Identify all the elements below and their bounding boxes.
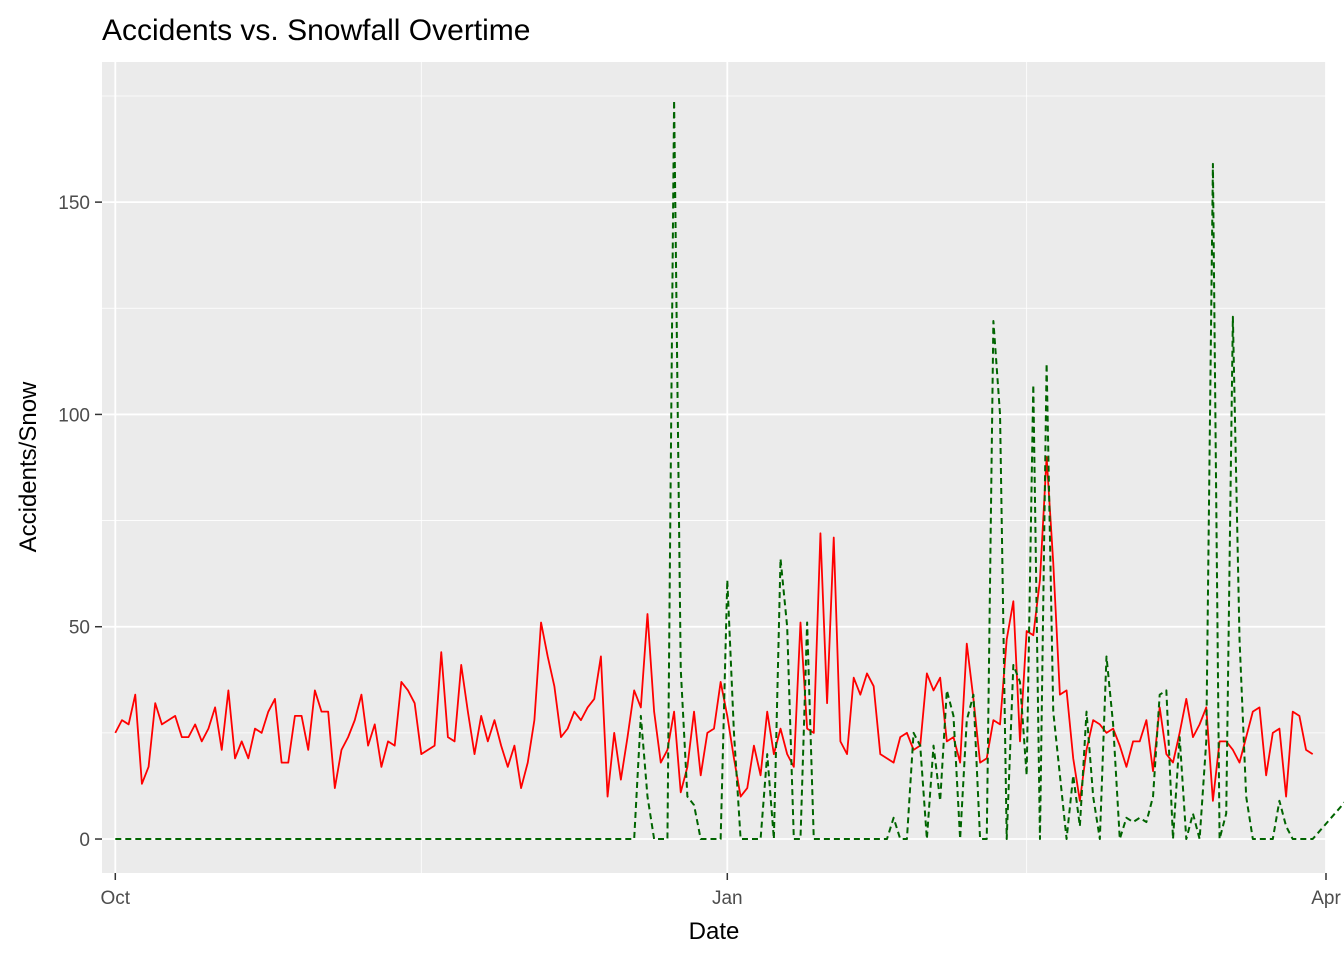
x-tick-label: Jan [712,888,743,909]
y-tick-label: 50 [69,618,90,639]
snowfall-line [115,99,1344,841]
y-axis: 0 50 100 150 [58,193,102,851]
series-layer [114,99,1344,841]
plot-panel [102,62,1326,873]
x-tick-label: Apr [1311,888,1341,909]
x-tick-label: Oct [101,888,131,909]
minor-gridlines [102,62,1326,873]
x-axis-title: Date [689,918,740,945]
y-tick-label: 100 [58,405,90,426]
chart-title: Accidents vs. Snowfall Overtime [102,14,530,47]
y-tick-label: 0 [79,830,90,851]
accidents-line [114,455,1314,802]
y-tick-label: 150 [58,193,90,214]
x-axis: Oct Jan Apr [101,873,1341,909]
y-axis-title: Accidents/Snow [15,381,42,552]
